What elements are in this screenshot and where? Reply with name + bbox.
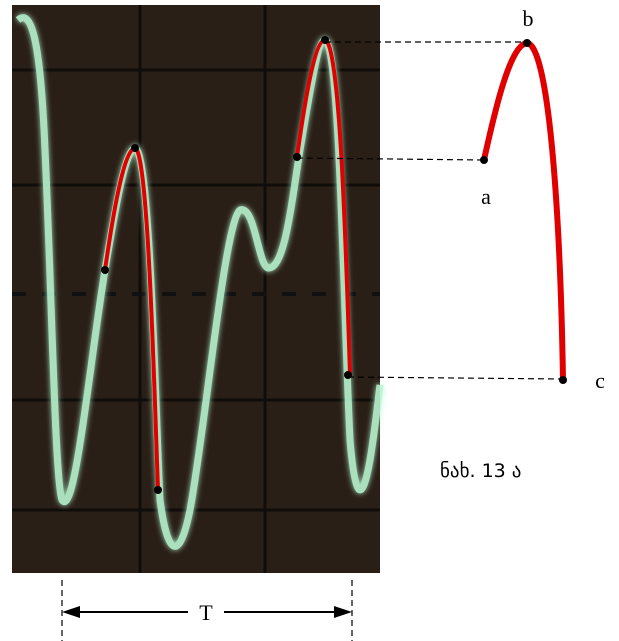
period-label: T <box>199 600 213 625</box>
projection-lines <box>61 41 564 641</box>
caption: ნახ. 13 ა <box>440 460 521 482</box>
oscilloscope-photo <box>12 5 384 573</box>
point-label-b: b <box>523 6 534 31</box>
period-arrow <box>62 606 352 618</box>
point-label-c: c <box>595 368 605 393</box>
point-label-a: a <box>481 184 491 209</box>
traced-curves <box>103 37 566 492</box>
